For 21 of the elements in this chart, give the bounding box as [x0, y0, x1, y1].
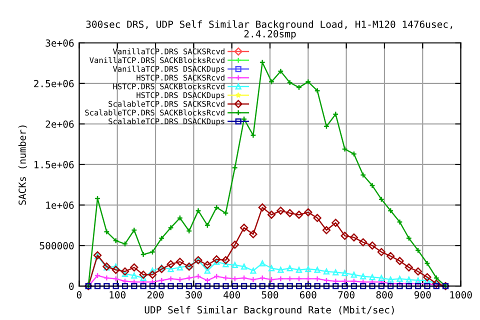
y-tick-label: 1.5e+06	[34, 160, 74, 168]
x-tick-label: 200	[147, 291, 164, 299]
x-axis-title: UDP Self Similar Background Rate (Mbit/sec)	[144, 306, 394, 316]
x-tick-label: 400	[224, 291, 240, 299]
x-tick-label: 900	[414, 291, 431, 299]
y-tick-label: 2e+06	[46, 120, 74, 128]
x-tick-label: 1000	[450, 291, 472, 299]
x-tick-label: 700	[338, 291, 354, 299]
y-tick-label: 2.5e+06	[34, 80, 74, 88]
x-tick-label: 0	[76, 291, 82, 299]
y-tick-label: 0	[69, 282, 74, 290]
x-tick-label: 800	[376, 291, 393, 299]
y-tick-label: 1e+06	[46, 202, 74, 209]
x-tick-label: 300	[186, 291, 202, 299]
x-tick-label: 100	[110, 291, 126, 299]
y-tick-label: 3e+06	[46, 39, 74, 47]
y-tick-label: 500000	[40, 242, 74, 250]
x-tick-label: 600	[300, 291, 316, 299]
x-tick-label: 500	[262, 291, 278, 299]
chart-title: 300sec DRS, UDP Self Similar Background Load, H1-M120 1476usec, 2.4.20smp	[86, 20, 452, 40]
y-axis-title: SACKs (number)	[18, 126, 28, 205]
